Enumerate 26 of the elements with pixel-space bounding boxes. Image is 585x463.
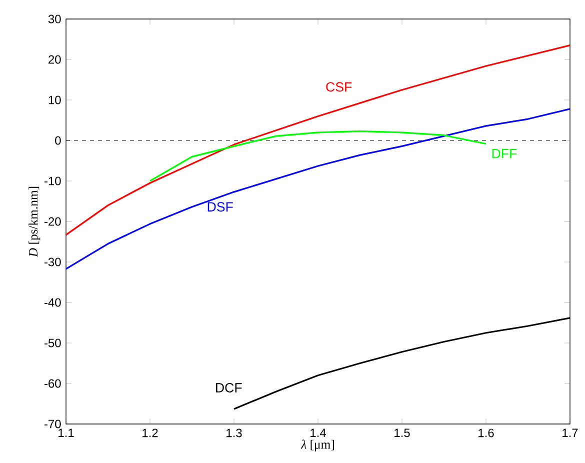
series-label: DSF — [208, 202, 233, 212]
y-tick-label: -10 — [44, 176, 61, 186]
y-tick-label: -70 — [44, 420, 61, 428]
y-tick-label: 30 — [48, 14, 61, 24]
series-label: DFF — [492, 148, 517, 158]
y-tick-label: 0 — [55, 136, 61, 145]
x-axis-title: λ [μm] — [300, 440, 334, 452]
x-tick-label: 1.4 — [310, 428, 326, 437]
y-tick-label: -20 — [44, 217, 61, 226]
x-tick-label: 1.7 — [562, 428, 578, 437]
x-tick-label: 1.1 — [58, 428, 74, 437]
y-tick-label: -50 — [44, 338, 61, 348]
y-tick-label: -60 — [44, 379, 61, 388]
y-tick-label: 10 — [48, 96, 61, 104]
line-series — [149, 130, 487, 182]
y-tick-label: -30 — [44, 258, 61, 266]
y-tick-label: 20 — [48, 55, 61, 64]
x-tick-label: 1.6 — [478, 428, 494, 438]
y-tick-label: -40 — [44, 298, 61, 307]
series-label: CSF — [326, 82, 352, 92]
x-tick-label: 1.3 — [226, 428, 242, 438]
x-tick-label: 1.2 — [142, 428, 158, 438]
x-tick-label: 1.5 — [394, 428, 410, 438]
y-axis-title: D [ps/km.nm] — [28, 186, 40, 258]
series-label: DCF — [216, 383, 242, 392]
line-series — [66, 44, 570, 236]
